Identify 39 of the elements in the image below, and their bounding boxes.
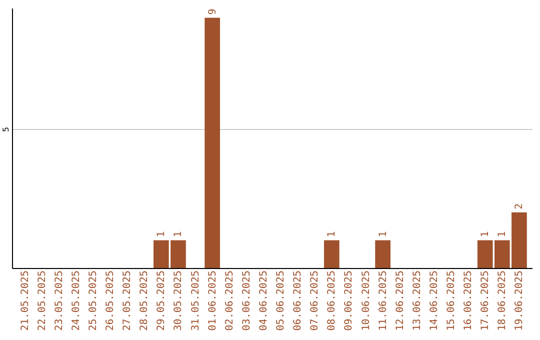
data-label: 1 [326, 231, 338, 238]
x-tick-label: 09.06.2025 [344, 270, 355, 331]
x-tick-label: 29.05.2025 [156, 270, 168, 331]
x-tick-label: 05.06.2025 [276, 270, 287, 331]
data-label: 1 [156, 231, 168, 238]
x-tick-label: 03.06.2025 [241, 270, 252, 331]
x-tick-label: 19.06.2025 [514, 270, 526, 331]
x-tick-label: 06.06.2025 [292, 270, 304, 331]
data-label: 1 [480, 231, 492, 238]
y-tick-label: 5 [2, 126, 10, 132]
x-tick-label: 22.05.2025 [36, 270, 48, 331]
x-tick-label: 24.05.2025 [70, 270, 82, 331]
x-tick-label: 18.06.2025 [497, 270, 508, 331]
x-tick-label: 26.05.2025 [105, 270, 116, 331]
x-tick-label: 08.06.2025 [326, 270, 338, 331]
x-tick-label: 11.06.2025 [378, 270, 389, 331]
x-tick-label: 13.06.2025 [412, 270, 423, 331]
x-tick-label: 01.06.2025 [207, 270, 218, 331]
x-tick-label: 04.06.2025 [258, 270, 270, 331]
x-tick-label: 17.06.2025 [480, 270, 492, 331]
x-tick-label: 02.06.2025 [224, 270, 236, 331]
x-tick-label: 23.05.2025 [54, 270, 65, 331]
data-label: 1 [378, 231, 389, 238]
x-tick-label: 15.06.2025 [446, 270, 458, 331]
data-label: 9 [207, 8, 218, 15]
x-tick-label: 12.06.2025 [394, 270, 406, 331]
x-tick-label: 16.06.2025 [463, 270, 474, 331]
x-tick-label: 14.06.2025 [428, 270, 440, 331]
data-label: 1 [173, 231, 184, 238]
x-tick-label: 25.05.2025 [88, 270, 99, 331]
data-label: 1 [497, 231, 508, 238]
x-tick-label: 28.05.2025 [139, 270, 150, 331]
x-tick-label: 30.05.2025 [173, 270, 184, 331]
x-tick-label: 07.06.2025 [310, 270, 321, 331]
data-label: 2 [514, 203, 526, 210]
x-tick-label: 27.05.2025 [122, 270, 134, 331]
x-tick-label: 10.06.2025 [360, 270, 372, 331]
x-tick-label: 21.05.2025 [20, 270, 31, 331]
x-tick-label: 31.05.2025 [190, 270, 202, 331]
